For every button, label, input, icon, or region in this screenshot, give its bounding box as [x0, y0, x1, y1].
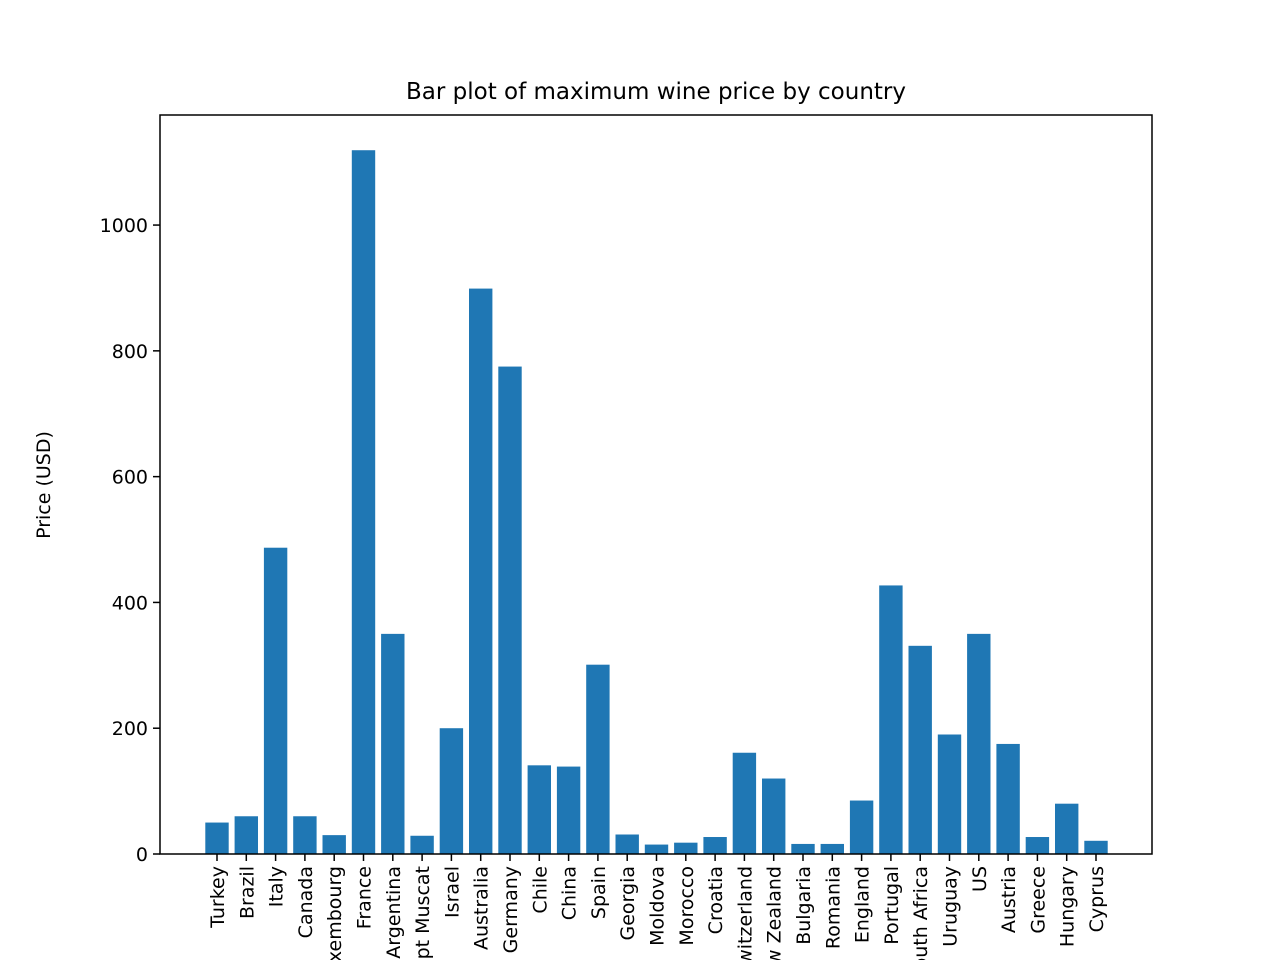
x-tick-label: Morocco: [676, 866, 698, 946]
bar-france: [351, 150, 376, 855]
x-tick-label: Spain: [588, 866, 610, 919]
bar-new-zealand: [762, 778, 786, 854]
bar-croatia: [703, 837, 727, 854]
bar-cyprus: [1084, 840, 1108, 854]
bar-england: [849, 800, 874, 854]
bars-group: [205, 150, 1108, 855]
y-tick-label: 1000: [100, 215, 148, 237]
bar-germany: [498, 366, 522, 854]
x-tick-label: Luxembourg: [324, 866, 346, 960]
x-tick-label: Portugal: [881, 866, 903, 945]
x-tick-label: China: [559, 866, 581, 920]
bar-greece: [1025, 837, 1050, 854]
x-tick-label: France: [354, 866, 376, 929]
x-tick-label: Romania: [822, 866, 844, 949]
bar-israel: [439, 728, 464, 854]
y-axis-ticks: 0 200 400 600 800 1000: [100, 215, 160, 866]
bar-luxembourg: [322, 835, 346, 854]
bar-morocco: [674, 842, 698, 854]
x-tick-label: Canada: [295, 866, 317, 938]
bar-australia: [469, 288, 493, 855]
x-tick-label: Greece: [1027, 866, 1049, 934]
x-tick-label: Brazil: [236, 866, 258, 919]
bar-romania: [820, 843, 844, 854]
bar-canada: [293, 816, 317, 854]
x-tick-label: Egypt Muscat: [412, 866, 434, 960]
x-tick-label: Chile: [529, 866, 551, 914]
x-tick-label: Croatia: [705, 866, 727, 934]
y-tick-label: 200: [112, 718, 148, 740]
bar-spain: [586, 664, 610, 854]
x-axis-ticks: Turkey Brazil Italy Canada Luxembourg France A…: [207, 854, 1108, 960]
x-tick-label: Uruguay: [940, 866, 962, 947]
x-tick-label: Turkey: [207, 866, 229, 929]
bar-italy: [263, 547, 288, 854]
bar-brazil: [234, 816, 258, 854]
x-tick-label: Australia: [471, 866, 493, 950]
bar-china: [556, 766, 581, 854]
x-tick-label: Austria: [998, 866, 1020, 933]
y-axis-label: Price (USD): [33, 431, 55, 539]
bar-south-africa: [908, 645, 932, 854]
bar-switzerland: [732, 752, 757, 854]
x-tick-label: Germany: [500, 866, 522, 953]
bar-egypt-muscat: [410, 835, 434, 854]
y-tick-label: 400: [112, 592, 148, 614]
bar-bulgaria: [791, 843, 815, 854]
x-tick-label: New Zealand: [764, 866, 786, 960]
x-tick-label: Moldova: [647, 866, 669, 946]
bar-us: [967, 633, 991, 854]
bar-chile: [527, 765, 551, 854]
y-tick-label: 0: [136, 844, 148, 866]
x-tick-label: Bulgaria: [793, 866, 815, 945]
bar-moldova: [644, 844, 669, 854]
x-tick-label: Hungary: [1057, 866, 1079, 947]
x-tick-label: Israel: [441, 866, 463, 918]
bar-portugal: [879, 585, 903, 854]
x-tick-label: England: [852, 866, 874, 943]
chart-title: Bar plot of maximum wine price by countr…: [406, 79, 906, 105]
bar-argentina: [381, 633, 405, 854]
x-tick-label: Cyprus: [1086, 866, 1108, 932]
x-tick-label: Italy: [266, 866, 288, 907]
bar-hungary: [1055, 803, 1079, 854]
bar-turkey: [205, 822, 229, 854]
y-tick-label: 800: [112, 341, 148, 363]
bar-uruguay: [937, 734, 962, 854]
x-tick-label: US: [969, 866, 991, 892]
x-tick-label: Argentina: [383, 866, 405, 959]
y-tick-label: 600: [112, 467, 148, 489]
bar-austria: [996, 743, 1020, 854]
bar-georgia: [615, 834, 639, 854]
x-tick-label: South Africa: [910, 866, 932, 960]
plot-frame: [159, 114, 1153, 855]
x-tick-label: Switzerland: [734, 866, 756, 960]
x-tick-label: Georgia: [617, 866, 639, 941]
